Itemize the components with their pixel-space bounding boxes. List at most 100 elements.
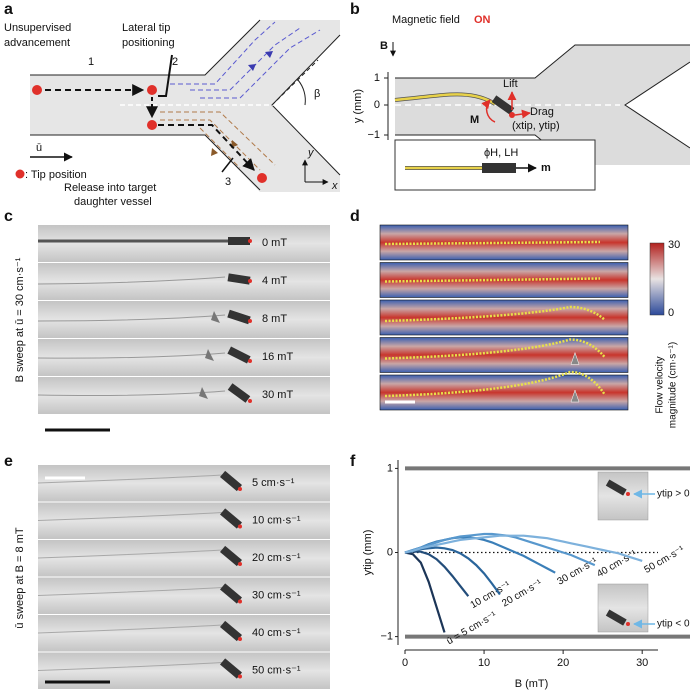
tip-dot	[238, 599, 242, 604]
annotation: Drag	[530, 106, 554, 118]
row-label: 40 cm·s⁻¹	[252, 627, 301, 639]
flow-strip	[379, 374, 629, 411]
catheter	[384, 305, 606, 323]
series-label: 30 cm·s⁻¹	[556, 556, 600, 588]
catheter-tip	[605, 479, 627, 496]
colorbar-tick: 30	[668, 239, 680, 251]
y-tick-label: −1	[380, 630, 393, 642]
catheter	[37, 549, 223, 559]
annotation: positioning	[122, 37, 175, 49]
annotation: Lateral tip	[122, 22, 170, 34]
inset-image	[597, 471, 649, 521]
x-tick-label: 20	[557, 657, 569, 669]
lateral-line	[158, 54, 173, 97]
panel-label: f	[350, 453, 356, 470]
annotation: Lift	[503, 78, 518, 90]
flow-arrow	[248, 51, 273, 71]
catheter	[37, 390, 226, 396]
x-tick-label: 30	[636, 657, 648, 669]
catheter	[37, 512, 223, 521]
angle-label: β	[314, 88, 320, 100]
tip-dot	[248, 319, 252, 323]
step-label: 2	[172, 56, 178, 68]
magnetic-head	[482, 163, 516, 173]
catheter-tip	[227, 346, 251, 364]
image-strip	[38, 465, 330, 502]
catheter	[384, 240, 601, 246]
tip-dot	[248, 399, 252, 403]
drag-arrow	[514, 109, 531, 119]
image-strip	[38, 225, 330, 262]
panel-label: c	[4, 208, 13, 225]
image-strip	[38, 577, 330, 614]
tip-dot	[238, 674, 242, 679]
y-axis-label: ytip (mm)	[362, 530, 374, 576]
annotation: ytip < 0	[657, 619, 690, 630]
row-label: 10 cm·s⁻¹	[252, 514, 301, 526]
catheter-tip	[227, 309, 251, 325]
row-label: 5 cm·s⁻¹	[252, 477, 295, 489]
series-line	[404, 532, 596, 567]
annotation: advancement	[4, 37, 70, 49]
series-line	[404, 534, 643, 562]
panel-label: e	[4, 453, 13, 470]
catheter-tip	[220, 508, 242, 529]
tip-dots	[15, 85, 267, 183]
tip-dot	[238, 637, 242, 641]
row-label: 4 mT	[262, 275, 287, 287]
colorbar-tick: 0	[668, 307, 674, 319]
panel-a: a Unsupervised advancement Lateral tip p…	[4, 1, 341, 208]
series-line	[404, 551, 446, 633]
annotation: Unsupervised	[4, 22, 71, 34]
tip-dot	[248, 239, 252, 243]
flow-strip	[379, 299, 629, 336]
step-label: 3	[225, 176, 231, 188]
side-label: ū sweep at B = 8 mT	[14, 527, 26, 628]
row-label: 16 mT	[262, 351, 293, 363]
colorbar-label: Flow velocity	[655, 356, 666, 413]
angle-line	[271, 59, 319, 106]
annotation: Release into target	[64, 182, 156, 194]
row-label: 50 cm·s⁻¹	[252, 664, 301, 676]
panel-b: b Magnetic field ON B 1 0 −1 y (mm) Lift…	[350, 1, 690, 191]
catheter-tip	[605, 609, 627, 626]
tick-label: 0	[374, 99, 380, 111]
annotation: ON	[474, 14, 491, 26]
catheter	[37, 662, 223, 671]
x-tick-label: 0	[402, 657, 408, 669]
tip-dot	[238, 524, 242, 529]
colorbar	[649, 242, 665, 316]
leader-line	[221, 157, 234, 173]
row-label: 20 cm·s⁻¹	[252, 552, 301, 564]
vessel	[30, 20, 340, 192]
colorbar-label: magnitude (cm·s⁻¹)	[668, 342, 679, 428]
catheter-tip	[227, 383, 251, 403]
axis-label: y (mm)	[352, 89, 364, 123]
vessel-wall	[30, 134, 261, 191]
catheter	[37, 624, 223, 634]
annotation: Magnetic field	[392, 14, 460, 26]
catheter-tip	[220, 470, 242, 492]
tip-dot	[248, 279, 252, 283]
catheter	[384, 277, 601, 283]
flow-strip	[379, 337, 629, 373]
marker-triangle	[199, 387, 208, 399]
y-tick-label: 1	[387, 462, 393, 474]
tip-dot	[626, 492, 630, 496]
annotation: m	[541, 162, 551, 174]
marker-triangle	[205, 349, 214, 361]
magnetic-head	[491, 95, 515, 115]
series-line	[404, 550, 470, 597]
flow-lines-upper	[170, 21, 321, 99]
release-arrow	[158, 124, 255, 171]
step-label: 1	[88, 56, 94, 68]
tip-dot	[238, 487, 242, 491]
annotation: ϕH, LH	[484, 147, 518, 159]
generated: 0 mT 4 mT 8 mT 16 mT 30 mT 5 cm·s⁻¹ 10 cm·s⁻¹ 2…	[37, 224, 690, 690]
moment-arrow	[481, 99, 496, 123]
catheter-tip	[220, 620, 242, 642]
tip-dot	[248, 359, 252, 363]
series-line	[404, 546, 501, 596]
